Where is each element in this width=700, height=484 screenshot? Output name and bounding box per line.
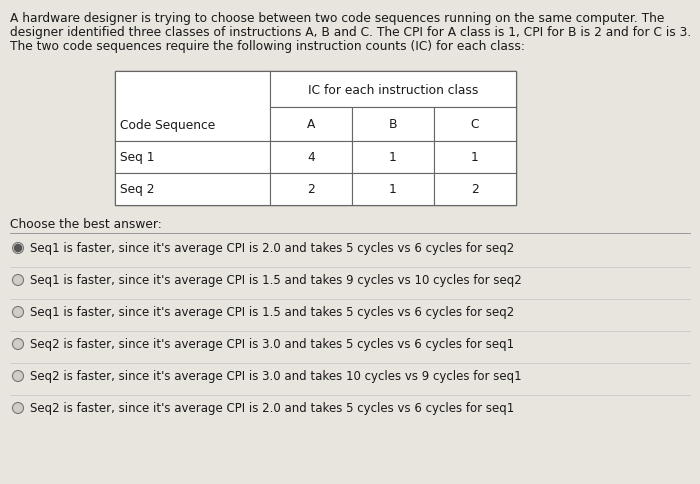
Text: Seq1 is faster, since it's average CPI is 1.5 and takes 5 cycles vs 6 cycles for: Seq1 is faster, since it's average CPI i… — [30, 306, 514, 319]
Bar — [352, 108, 434, 142]
Circle shape — [13, 371, 24, 382]
Text: A hardware designer is trying to choose between two code sequences running on th: A hardware designer is trying to choose … — [10, 12, 664, 25]
Text: 4: 4 — [307, 151, 315, 164]
Text: IC for each instruction class: IC for each instruction class — [308, 83, 478, 96]
Circle shape — [13, 339, 24, 350]
Text: Choose the best answer:: Choose the best answer: — [10, 217, 162, 230]
Bar — [270, 108, 352, 142]
Bar — [434, 142, 516, 174]
Bar — [270, 72, 516, 108]
Text: Seq2 is faster, since it's average CPI is 3.0 and takes 5 cycles vs 6 cycles for: Seq2 is faster, since it's average CPI i… — [30, 338, 514, 351]
Text: C: C — [470, 118, 480, 131]
Circle shape — [13, 243, 24, 254]
Text: Seq 2: Seq 2 — [120, 183, 155, 196]
Circle shape — [13, 403, 24, 414]
Bar — [115, 72, 516, 206]
Bar — [434, 108, 516, 142]
Text: designer identified three classes of instructions A, B and C. The CPI for A clas: designer identified three classes of ins… — [10, 26, 692, 39]
Text: Code Sequence: Code Sequence — [120, 118, 216, 131]
Text: 1: 1 — [471, 151, 479, 164]
Text: 1: 1 — [389, 151, 397, 164]
Text: B: B — [389, 118, 398, 131]
Text: Seq 1: Seq 1 — [120, 151, 155, 164]
Bar — [352, 174, 434, 206]
Text: 1: 1 — [389, 183, 397, 196]
Text: The two code sequences require the following instruction counts (IC) for each cl: The two code sequences require the follo… — [10, 40, 525, 53]
Circle shape — [13, 275, 24, 286]
Text: 2: 2 — [307, 183, 315, 196]
Bar — [434, 174, 516, 206]
Text: Seq2 is faster, since it's average CPI is 2.0 and takes 5 cycles vs 6 cycles for: Seq2 is faster, since it's average CPI i… — [30, 402, 514, 415]
Text: 2: 2 — [471, 183, 479, 196]
Bar — [270, 142, 352, 174]
Bar — [115, 72, 270, 142]
Circle shape — [15, 245, 22, 252]
Text: Seq1 is faster, since it's average CPI is 1.5 and takes 9 cycles vs 10 cycles fo: Seq1 is faster, since it's average CPI i… — [30, 274, 522, 287]
Bar — [115, 142, 270, 174]
Text: A: A — [307, 118, 315, 131]
Bar — [270, 174, 352, 206]
Bar — [115, 174, 270, 206]
Text: Seq1 is faster, since it's average CPI is 2.0 and takes 5 cycles vs 6 cycles for: Seq1 is faster, since it's average CPI i… — [30, 242, 514, 255]
Circle shape — [13, 307, 24, 318]
Bar — [352, 142, 434, 174]
Text: Seq2 is faster, since it's average CPI is 3.0 and takes 10 cycles vs 9 cycles fo: Seq2 is faster, since it's average CPI i… — [30, 370, 522, 383]
